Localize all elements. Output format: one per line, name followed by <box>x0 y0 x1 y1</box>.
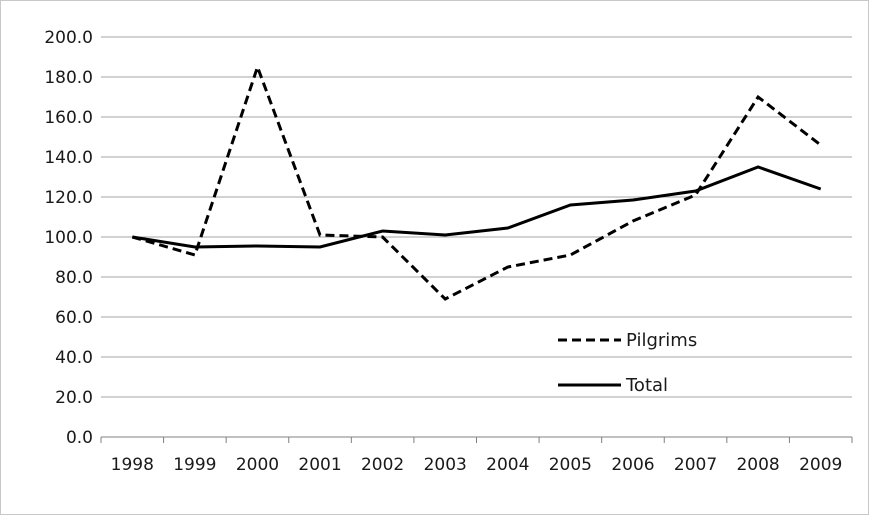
y-tick-label: 160.0 <box>44 108 93 128</box>
series-line-total <box>132 165 822 249</box>
axes <box>100 436 853 443</box>
x-tick-label: 2004 <box>486 455 529 475</box>
x-tick-label: 2008 <box>736 455 779 475</box>
y-tick-label: 0.0 <box>66 428 93 448</box>
legend-label-pilgrims: Pilgrims <box>626 330 697 351</box>
y-tick-label: 80.0 <box>55 268 93 288</box>
y-tick-labels: 0.0 20.0 40.0 60.0 80.0 100.0 120.0 140.0 160.0 1… <box>44 28 93 448</box>
x-tick-label: 2002 <box>361 455 404 475</box>
y-tick-label: 120.0 <box>44 188 93 208</box>
y-tick-label: 60.0 <box>55 308 93 328</box>
y-tick-label: 180.0 <box>44 68 93 88</box>
x-tick-labels: 1998 1999 2000 2001 2002 2003 2004 2005 2006 2007… <box>111 455 843 475</box>
x-tick-label: 2005 <box>549 455 592 475</box>
y-tick-label: 20.0 <box>55 388 93 408</box>
x-tick-label: 2007 <box>674 455 717 475</box>
x-tick-label: 1999 <box>173 455 216 475</box>
y-tick-label: 200.0 <box>44 28 93 48</box>
series-lines <box>131 62 822 301</box>
y-tick-label: 40.0 <box>55 348 93 368</box>
x-tick-label: 2009 <box>799 455 842 475</box>
x-tick-label: 2001 <box>298 455 341 475</box>
y-tick-label: 100.0 <box>44 228 93 248</box>
y-tick-label: 140.0 <box>44 148 93 168</box>
x-tick-label: 2003 <box>424 455 467 475</box>
legend: Pilgrims Total <box>558 330 697 396</box>
x-tick-label: 2000 <box>236 455 279 475</box>
legend-label-total: Total <box>625 375 668 396</box>
x-tick-label: 1998 <box>111 455 154 475</box>
gridlines <box>101 36 852 398</box>
series-line-pilgrims <box>131 62 822 301</box>
x-tick-label: 2006 <box>611 455 654 475</box>
